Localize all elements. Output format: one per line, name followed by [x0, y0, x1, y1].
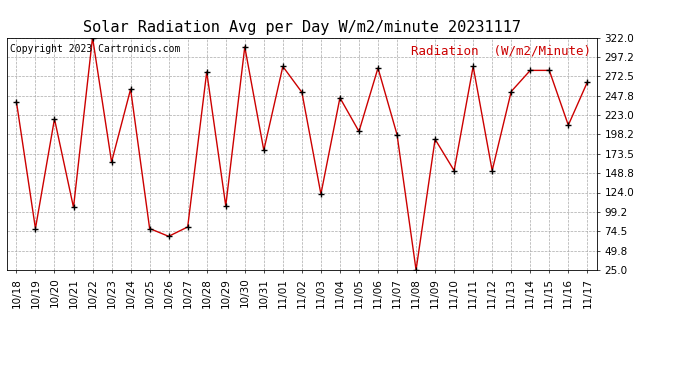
- Text: Radiation  (W/m2/Minute): Radiation (W/m2/Minute): [411, 45, 591, 57]
- Title: Solar Radiation Avg per Day W/m2/minute 20231117: Solar Radiation Avg per Day W/m2/minute …: [83, 20, 521, 35]
- Text: Copyright 2023 Cartronics.com: Copyright 2023 Cartronics.com: [10, 45, 180, 54]
